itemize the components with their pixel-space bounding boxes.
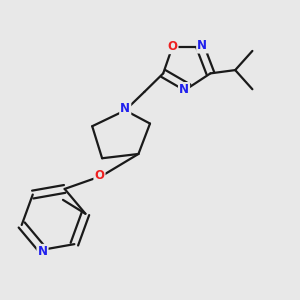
Text: N: N xyxy=(179,83,189,96)
Text: N: N xyxy=(197,40,207,52)
Text: N: N xyxy=(120,102,130,115)
Text: N: N xyxy=(38,245,47,258)
Text: O: O xyxy=(167,40,178,53)
Text: O: O xyxy=(94,169,104,182)
